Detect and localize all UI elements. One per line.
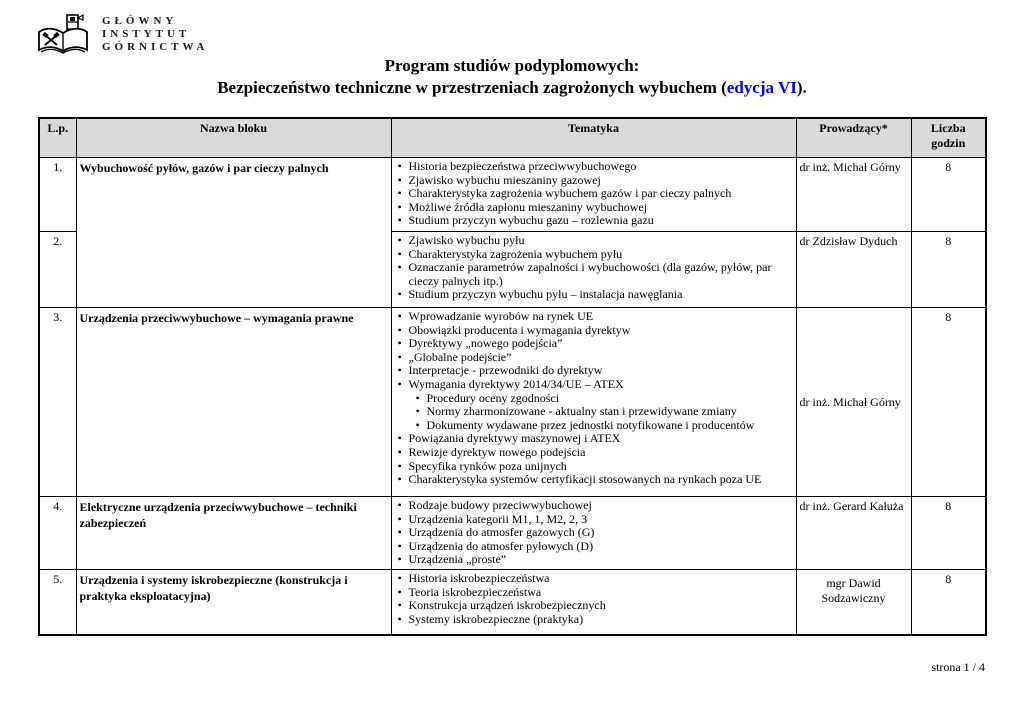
topic-item: Rewizje dyrektyw nowego podejścia (395, 445, 793, 460)
topic-item: Charakterystyka systemów certyfikacji st… (395, 473, 793, 487)
header-lecturer: Prowadzący* (795, 117, 912, 158)
topic-item: Zjawisko wybuchu mieszaniny gazowej (395, 173, 793, 188)
table-header-row: L.p. Nazwa bloku Tematyka Prowadzący* Li… (38, 117, 987, 158)
topic-item: Specyfika rynków poza unijnych (395, 459, 793, 474)
row-number: 3. (38, 307, 77, 497)
table-row: 3. Urządzenia przeciwwybuchowe – wymagan… (38, 307, 987, 497)
header-hours: Liczba godzin (910, 117, 987, 158)
topic-item: Oznaczanie parametrów zapalności i wybuc… (395, 260, 793, 288)
topic-item: Studium przyczyn wybuchu pyłu – instalac… (395, 288, 793, 302)
lecturer-cell: dr inż. Michał Górny (795, 307, 912, 497)
program-table: L.p. Nazwa bloku Tematyka Prowadzący* Li… (38, 117, 987, 636)
header-lp: L.p. (38, 117, 77, 158)
title-text-end: ). (796, 78, 807, 97)
topic-item: Wymagania dyrektywy 2014/34/UE – ATEX (395, 377, 793, 392)
row-number: 4. (38, 496, 77, 570)
header-block-name: Nazwa bloku (75, 117, 392, 158)
title-line-2: Bezpieczeństwo techniczne w przestrzenia… (0, 77, 1024, 99)
topics-cell: Zjawisko wybuchu pyłuCharakterystyka zag… (390, 231, 797, 308)
topics-cell: Wprowadzanie wyrobów na rynek UEObowiązk… (390, 307, 797, 497)
row-number: 1. (38, 157, 77, 232)
topic-list: Rodzaje budowy przeciwwybuchowejUrządzen… (395, 498, 793, 567)
institute-name: GŁÓWNY INSTYTUT GÓRNICTWA (102, 15, 208, 54)
topics-cell: Historia iskrobezpieczeństwaTeoria iskro… (390, 569, 797, 635)
lecturer-cell: dr inż. Gerard Kałuża (795, 496, 912, 570)
hours-cell: 8 (910, 157, 987, 232)
hours-cell: 8 (910, 307, 987, 497)
topic-item: Rodzaje budowy przeciwwybuchowej (395, 498, 793, 513)
topic-item: Systemy iskrobezpieczne (praktyka) (395, 612, 793, 627)
row-number: 5. (38, 569, 77, 635)
topic-item: Zjawisko wybuchu pyłu (395, 233, 793, 248)
block-name: Wybuchowość pyłów, gazów i par cieczy pa… (75, 157, 392, 308)
topic-item: Urządzenia kategorii M1, 1, M2, 2, 3 (395, 512, 793, 527)
header-topics: Tematyka (390, 117, 797, 158)
topic-item: Studium przyczyn wybuchu gazu – rozlewni… (395, 214, 793, 228)
topic-item: Charakterystyka zagrożenia wybuchem pyłu (395, 247, 793, 262)
topic-item: Normy zharmonizowane - aktualny stan i p… (413, 405, 793, 419)
edition-highlight: edycja VI (726, 78, 797, 97)
topic-item: Historia bezpieczeństwa przeciwwybuchowe… (395, 159, 793, 174)
topic-item: Konstrukcja urządzeń iskrobezpiecznych (395, 599, 793, 613)
hours-cell: 8 (910, 231, 987, 308)
block-name: Urządzenia przeciwwybuchowe – wymagania … (75, 307, 392, 497)
topic-item: Charakterystyka zagrożenia wybuchem gazó… (395, 187, 793, 201)
title-text: Bezpieczeństwo techniczne w przestrzenia… (217, 78, 727, 97)
topic-list: Zjawisko wybuchu pyłuCharakterystyka zag… (395, 233, 793, 302)
topic-item: Urządzenia „proste” (395, 553, 793, 567)
topic-item: Dyrektywy „nowego podejścia” (395, 337, 793, 351)
table-row: 2. Zjawisko wybuchu pyłuCharakterystyka … (38, 231, 987, 308)
book-mining-tower-icon (38, 13, 88, 54)
topic-list: Historia bezpieczeństwa przeciwwybuchowe… (395, 159, 793, 228)
topic-item: Urządzenia do atmosfer gazowych (G) (395, 526, 793, 540)
institute-name-line: INSTYTUT (102, 28, 191, 40)
table-row: 4. Elektryczne urządzenia przeciwwybucho… (38, 496, 987, 570)
topic-item: Historia iskrobezpieczeństwa (395, 571, 793, 586)
title-line-1: Program studiów podyplomowych: (384, 56, 640, 75)
institute-logo: GŁÓWNY INSTYTUT GÓRNICTWA (36, 12, 208, 58)
page-number: strona 1 / 4 (931, 660, 985, 674)
institute-name-line: GŁÓWNY (102, 15, 178, 27)
block-name: Urządzenia i systemy iskrobezpieczne (ko… (75, 569, 392, 635)
topic-list: Wprowadzanie wyrobów na rynek UEObowiązk… (395, 309, 793, 487)
topic-item: Procedury oceny zgodności (413, 391, 793, 406)
topic-item: Dokumenty wydawane przez jednostki notyf… (413, 418, 793, 433)
lecturer-cell: mgr Dawid Sodzawiczny (795, 569, 912, 635)
hours-cell: 8 (910, 496, 987, 570)
topic-item: Możliwe źródła zapłonu mieszaniny wybuch… (395, 200, 793, 215)
block-name: Elektryczne urządzenia przeciwwybuchowe … (75, 496, 392, 570)
hours-cell: 8 (910, 569, 987, 635)
institute-name-line: GÓRNICTWA (102, 41, 209, 53)
table-row: 5. Urządzenia i systemy iskrobezpieczne … (38, 569, 987, 635)
topic-item: Teoria iskrobezpieczeństwa (395, 585, 793, 600)
topic-list: Historia iskrobezpieczeństwaTeoria iskro… (395, 571, 793, 627)
topics-cell: Historia bezpieczeństwa przeciwwybuchowe… (390, 157, 797, 232)
topic-item: Obowiązki producenta i wymagania dyrekty… (395, 323, 793, 338)
lecturer-cell: dr Zdzisław Dyduch (795, 231, 912, 308)
table-row: 1. Wybuchowość pyłów, gazów i par cieczy… (38, 157, 987, 308)
topics-cell: Rodzaje budowy przeciwwybuchowejUrządzen… (390, 496, 797, 570)
topic-item: Urządzenia do atmosfer pyłowych (D) (395, 539, 793, 554)
topic-item: Wprowadzanie wyrobów na rynek UE (395, 309, 793, 324)
row-number: 2. (38, 231, 77, 308)
lecturer-cell: dr inż. Michał Górny (795, 157, 912, 232)
page-title: Program studiów podyplomowych: Bezpiecze… (0, 55, 1024, 99)
topic-item: Interpretacje - przewodniki do dyrektyw (395, 364, 793, 378)
topic-item: Powiązania dyrektywy maszynowej i ATEX (395, 432, 793, 446)
topic-item: „Globalne podejście” (395, 350, 793, 365)
